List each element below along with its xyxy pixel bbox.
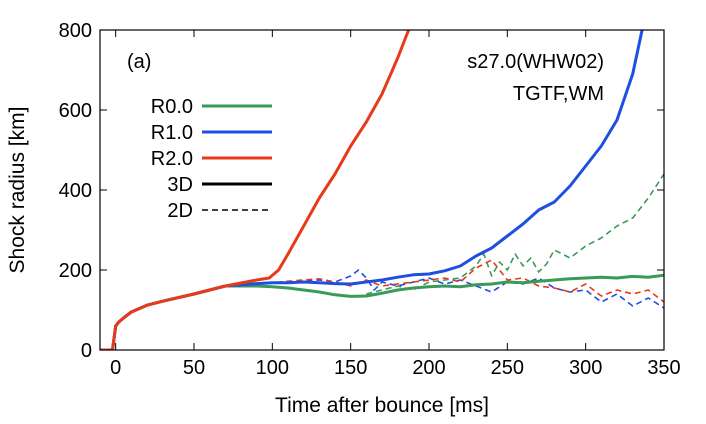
legend-label: 2D (167, 200, 193, 222)
legend-label: 3D (167, 174, 193, 196)
model-annotation: s27.0(WHW02) (467, 51, 604, 73)
physics-annotation: TGTF,WM (513, 83, 604, 105)
y-tick-label: 400 (59, 180, 92, 202)
plot-lines (100, 30, 664, 350)
y-tick-label: 200 (59, 260, 92, 282)
y-tick-label: 0 (81, 340, 92, 362)
x-tick-label: 300 (569, 357, 602, 379)
panel-label: (a) (127, 51, 151, 73)
y-tick-label: 600 (59, 100, 92, 122)
x-tick-label: 100 (256, 357, 289, 379)
x-tick-label: 250 (491, 357, 524, 379)
axis-tick-labels: 0 50 100 150 200 250 300 350 0 200 400 600 800 (59, 20, 681, 379)
x-axis-title: Time after bounce [ms] (275, 394, 489, 417)
y-axis-title: Shock radius [km] (6, 107, 29, 274)
x-tick-label: 200 (412, 357, 445, 379)
series-line-R0-0-3D (100, 273, 664, 350)
x-tick-label: 50 (183, 357, 205, 379)
x-tick-label: 350 (647, 357, 680, 379)
series-line-R0-0-2D (366, 173, 664, 295)
legend-label: R2.0 (151, 148, 193, 170)
x-tick-label: 0 (110, 357, 121, 379)
axis-ticks (100, 29, 665, 351)
legend: R0.0 R1.0 R2.0 3D 2D (151, 96, 272, 222)
y-tick-label: 800 (59, 20, 92, 42)
legend-label: R0.0 (151, 96, 193, 118)
series-line-R2-0-3D (100, 30, 410, 350)
legend-label: R1.0 (151, 122, 193, 144)
x-tick-label: 150 (334, 357, 367, 379)
